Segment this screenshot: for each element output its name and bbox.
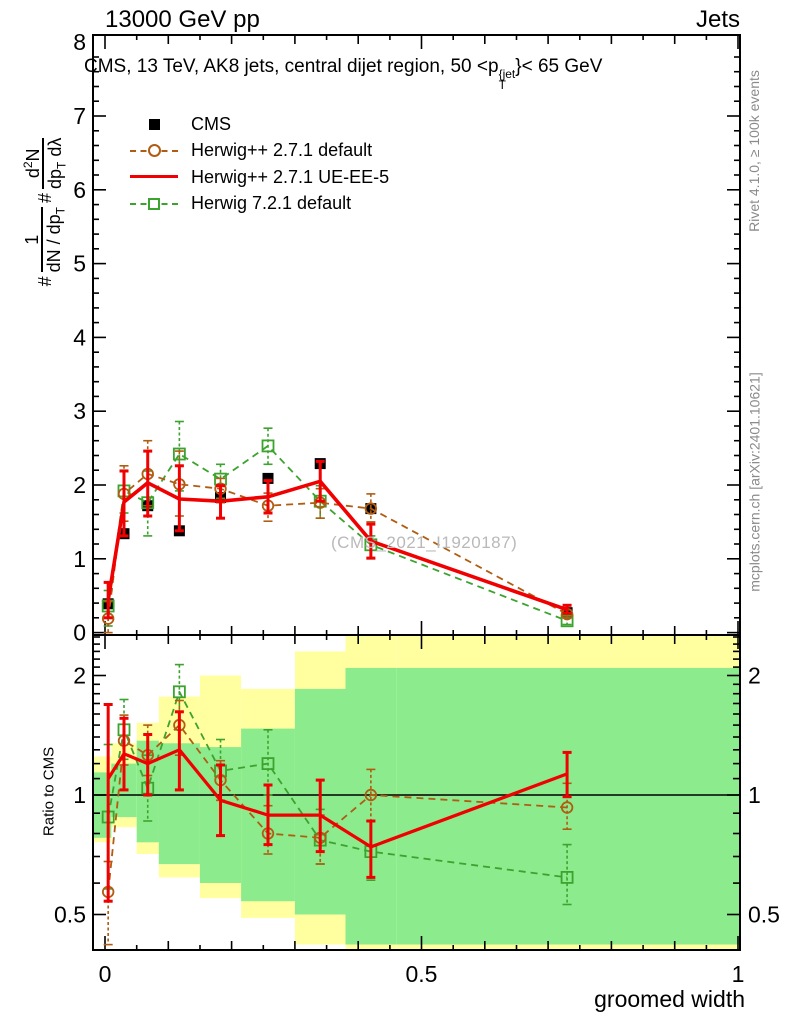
- plot-title: CMS, 13 TeV, AK8 jets, central dijet reg…: [84, 56, 602, 92]
- legend: CMS Herwig++ 2.7.1 default Herwig++ 2.7.…: [130, 111, 389, 217]
- plot-title-sub: T: [498, 78, 506, 93]
- frac2-den-text: dp: [45, 168, 66, 189]
- open-square-icon: [148, 197, 160, 210]
- herwig271-ueee5-marker-icon: [130, 165, 178, 189]
- rivet-version-note: Rivet 4.1.0, ≥ 100k events: [746, 70, 762, 232]
- svg-text:0: 0: [73, 620, 86, 646]
- svg-text:5: 5: [73, 251, 86, 277]
- main-series-herwig-2-7-1-ue-ee-5: [103, 449, 572, 620]
- ylabel-fraction-1: 1 dN / dpT: [22, 207, 68, 273]
- plot-title-post: }< 65 GeV: [515, 56, 603, 77]
- pt-jet-stack: {jet T: [498, 67, 516, 93]
- svg-text:1: 1: [732, 961, 745, 987]
- filled-square-icon: [148, 118, 160, 130]
- solid-line-icon: [130, 175, 178, 179]
- frac1-den-text: dN / dp: [44, 214, 65, 273]
- ratio-series-herwig-2-7-1-ue-ee-5: [103, 703, 572, 903]
- svg-text:1: 1: [748, 782, 761, 808]
- legend-label: Herwig++ 2.7.1 default: [191, 140, 373, 161]
- legend-item-herwig271-ueee5: Herwig++ 2.7.1 UE-EE-5: [130, 164, 389, 191]
- svg-text:0.5: 0.5: [748, 902, 780, 928]
- herwig271-default-marker-icon: [130, 139, 178, 163]
- ylabel-hash: #: [34, 192, 55, 203]
- svg-text:1: 1: [73, 782, 86, 808]
- svg-text:4: 4: [73, 324, 86, 350]
- frac1-den-sub: T: [53, 207, 68, 215]
- cms-marker-icon: [130, 112, 178, 136]
- axis-ticks: [93, 35, 740, 950]
- svg-text:1: 1: [73, 546, 86, 572]
- frac2-num: d2N: [21, 148, 44, 179]
- frac2-num-n: N: [23, 148, 44, 162]
- svg-text:2: 2: [73, 663, 86, 689]
- main-y-axis-label: # 1 dN / dpT # d2N dpT dλ: [10, 10, 80, 410]
- legend-item-herwig271-default: Herwig++ 2.7.1 default: [130, 138, 389, 165]
- svg-text:6: 6: [73, 177, 86, 203]
- legend-label: Herwig++ 2.7.1 UE-EE-5: [191, 166, 390, 187]
- svg-text:2: 2: [73, 472, 86, 498]
- frac1-num: 1: [22, 234, 43, 245]
- svg-text:0.5: 0.5: [54, 902, 86, 928]
- svg-text:8: 8: [73, 29, 86, 55]
- plot-title-sup: {jet: [498, 67, 516, 81]
- frac2-den: dpT dλ: [42, 137, 69, 189]
- frac2-den-sub: T: [54, 161, 69, 169]
- ratio-frame: [92, 634, 741, 951]
- legend-item-cms: CMS: [130, 111, 389, 138]
- legend-label: CMS: [191, 113, 231, 134]
- x-axis-label: groomed width: [594, 986, 745, 1012]
- mcplots-arxiv-note: mcplots.cern.ch [arXiv:2401.10621]: [746, 372, 763, 592]
- analysis-group-title: Jets: [695, 6, 740, 33]
- svg-text:0.5: 0.5: [406, 961, 438, 987]
- open-circle-icon: [147, 144, 161, 158]
- plot-title-pre: CMS, 13 TeV, AK8 jets, central dijet reg…: [84, 56, 499, 77]
- svg-text:3: 3: [73, 398, 86, 424]
- svg-text:2: 2: [748, 663, 761, 689]
- ratio-y-axis-label: Ratio to CMS: [40, 746, 58, 837]
- ylabel-hash: #: [34, 276, 55, 287]
- svg-text:7: 7: [73, 103, 86, 129]
- tick-labels: 0 1 2 3 4 5 6 7 8 0 0.5 1 0.5 0.5 1 1 2 2: [54, 29, 780, 987]
- svg-text:0: 0: [99, 961, 112, 987]
- herwig721-default-marker-icon: [130, 192, 178, 216]
- main-series-herwig-7-2-1-default: [101, 420, 574, 628]
- frac2-num-d: d: [23, 168, 44, 179]
- watermark-analysis-id: (CMS_2021_I1920187): [331, 533, 518, 552]
- frac1-den: dN / dpT: [41, 207, 68, 273]
- frac2-den-lambda: dλ: [45, 137, 66, 162]
- beam-energy-title: 13000 GeV pp: [105, 6, 260, 33]
- legend-label: Herwig 7.2.1 default: [191, 193, 352, 214]
- legend-item-herwig721-default: Herwig 7.2.1 default: [130, 191, 389, 218]
- frac2-num-sup: 2: [21, 161, 36, 169]
- ylabel-fraction-2: d2N dpT dλ: [21, 137, 69, 189]
